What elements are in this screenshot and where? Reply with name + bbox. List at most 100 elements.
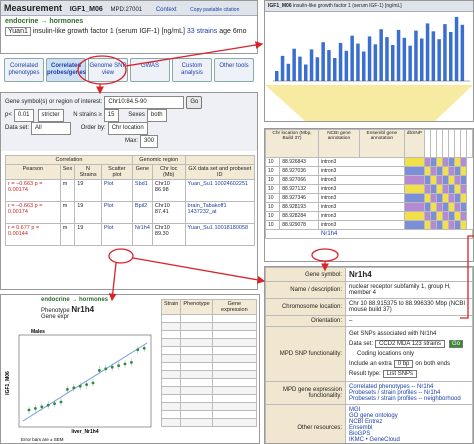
link[interactable]: Ensembl	[349, 425, 373, 431]
allele	[460, 166, 467, 176]
tab[interactable]: Other tools	[214, 58, 254, 82]
bar-image	[321, 42, 325, 81]
bar-image	[420, 38, 424, 81]
bar-image	[402, 37, 407, 81]
link[interactable]: NCBI Entrez	[349, 419, 383, 425]
value: Correlated phenotypes -- Nr1h4 Probesets …	[345, 381, 473, 405]
max-value[interactable]: 300	[140, 135, 159, 148]
point	[72, 386, 76, 390]
coding[interactable]: Coding locations only	[357, 351, 415, 357]
key: MPD gene expression functionality:	[265, 381, 346, 405]
column-header: Chr loc (Mb)	[151, 164, 186, 180]
extra[interactable]: 0 bp	[393, 360, 414, 368]
key: Orientation:	[265, 315, 346, 327]
link[interactable]: Probesets / strain profiles -- neighborh…	[349, 396, 461, 402]
point	[85, 383, 88, 386]
cell	[211, 354, 258, 363]
point	[66, 388, 69, 391]
strains[interactable]: 33 strains	[186, 28, 218, 35]
column-header: NCBI gene annotation	[317, 129, 360, 158]
row: Correlation Genomic region	[5, 155, 256, 165]
bar-image	[309, 49, 314, 81]
cell[interactable]: Plot	[100, 201, 133, 224]
link[interactable]: Correlated phenotypes -- Nr1h4	[349, 384, 434, 390]
cell[interactable]: Bpil2	[131, 201, 153, 224]
allele	[403, 166, 426, 176]
go[interactable]: Go	[449, 340, 464, 348]
sex-label: Sexes	[128, 112, 145, 118]
id: IGF1_M06	[69, 6, 103, 13]
query[interactable]: Chr10:84.5-90	[104, 96, 185, 109]
tab[interactable]: GWAS	[130, 58, 170, 82]
bar-image	[385, 37, 389, 81]
allele	[403, 193, 426, 203]
bar-image	[304, 64, 308, 81]
cell	[211, 386, 258, 395]
gene-link[interactable]: Nr1h4	[265, 229, 473, 239]
dataset[interactable]: CCD2 MDA 123 strains	[375, 340, 446, 348]
cell[interactable]: Yuan_Su1 10018180058	[184, 223, 256, 246]
cell: 10	[265, 184, 281, 194]
row: Chromosome location: Chr 10 88.915375 to …	[265, 298, 473, 316]
scatter-category: endocrine → hormones	[41, 297, 109, 303]
scatter-image: Males IGF1_M06 liver_Nr1h4 Error bars ar…	[5, 329, 152, 442]
row: MPD SNP functionality: Get SNPs associate…	[265, 326, 473, 382]
go[interactable]: Go	[186, 96, 203, 109]
tab[interactable]: Genome SNP view	[88, 58, 128, 82]
link[interactable]: IKMC • GeneCloud	[349, 437, 400, 443]
allele	[403, 175, 426, 185]
value: –	[345, 315, 473, 327]
gene-table: Gene symbol: Nr1h4 Name / description: nucl…	[265, 267, 473, 443]
strictness[interactable]: stricter	[37, 109, 64, 122]
context[interactable]: Context	[155, 7, 177, 13]
value: Get SNPs associated with Nr1h4 Data set: C…	[345, 326, 473, 382]
cell: 10	[265, 175, 281, 185]
cell	[211, 346, 258, 355]
cell[interactable]: Sbd1	[131, 179, 153, 202]
tab[interactable]: Correlated probes/genes	[46, 58, 86, 82]
cell[interactable]: Plot	[100, 223, 133, 246]
cell: 19	[74, 201, 102, 224]
link[interactable]: BioGPS	[349, 431, 371, 437]
tab[interactable]: Correlated phenotypes	[4, 58, 44, 82]
cell: 10	[265, 166, 281, 176]
cell: 88.927036	[279, 166, 319, 176]
link[interactable]: MGI	[349, 407, 361, 413]
p-value[interactable]: 0.01	[13, 109, 34, 122]
cell[interactable]: Plot	[100, 179, 133, 202]
cell: intron3	[317, 175, 405, 185]
cell: 88.927346	[279, 193, 319, 203]
row	[160, 354, 258, 363]
column-header: Chr location (Mbp, Build 37)	[265, 129, 319, 158]
citation[interactable]: Copy pastable citation	[190, 7, 240, 13]
sex-value[interactable]: both	[146, 109, 167, 122]
row	[160, 322, 258, 331]
cell[interactable]: brain_Tabakoff1 1437232_at	[184, 201, 256, 224]
cell	[160, 362, 182, 371]
bar-image	[443, 24, 447, 81]
unit: [ng/mL]	[161, 28, 185, 35]
n-value[interactable]: 15	[103, 109, 119, 122]
point	[117, 364, 120, 367]
label: Data set:	[349, 341, 374, 347]
x-label: liver_Nr1h4	[71, 429, 98, 435]
p-label: p<	[5, 112, 12, 118]
barchart-title: IGF1_M06	[268, 3, 292, 9]
cell[interactable]: Nr1h4	[131, 223, 153, 246]
blank	[184, 155, 256, 165]
pheno-header: Phenotype	[180, 299, 213, 315]
link[interactable]: GO gene ontology	[349, 413, 398, 419]
allele	[460, 175, 467, 185]
result[interactable]: List SNPs	[382, 370, 418, 378]
cell[interactable]: Yuan_Su1 10024602251	[184, 179, 256, 202]
tab[interactable]: Custom analysis	[172, 58, 212, 82]
dataset-value[interactable]: All	[31, 122, 72, 135]
cell	[211, 410, 258, 419]
link[interactable]: Probesets / strain profiles -- Nr1h4	[349, 390, 441, 396]
cell: intron3	[317, 157, 405, 167]
order-value[interactable]: Chr location	[107, 122, 148, 135]
cell	[211, 314, 258, 323]
title: Measurement	[4, 3, 63, 13]
y-label: IGF1_M06	[5, 371, 11, 395]
